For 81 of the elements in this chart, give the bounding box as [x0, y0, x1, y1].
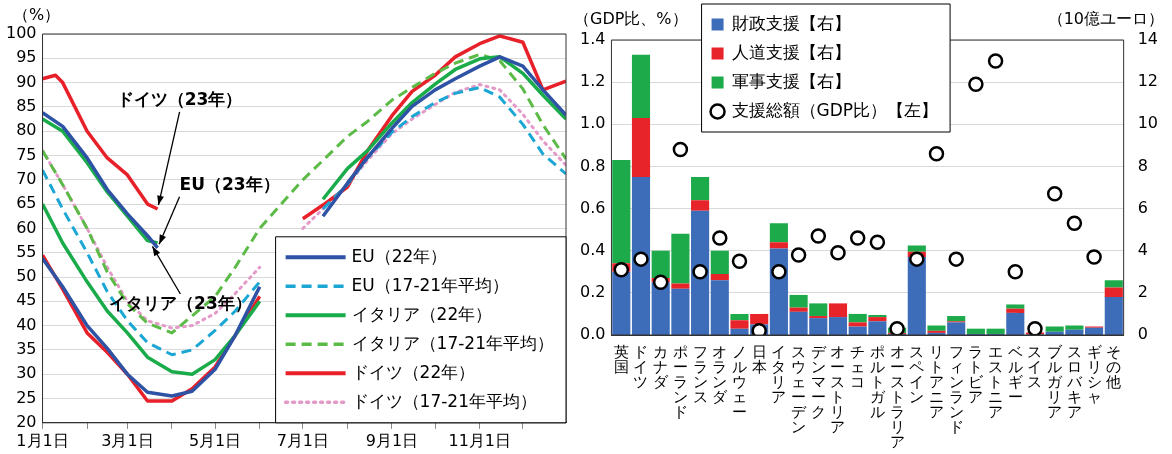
x-tick-label: ベルギー [1007, 343, 1023, 407]
y-tick-label: 55 [16, 241, 37, 261]
y-tick-label: 1.2 [579, 71, 606, 91]
x-tick-label: ポーランド [672, 343, 688, 422]
legend-label: 軍事支援【右】 [731, 70, 851, 91]
y-tick-label: 60 [16, 217, 37, 237]
x-tick-label: ポルトガル [869, 343, 886, 422]
x-tick-label: デンマーク [810, 343, 827, 422]
x-tick-label: カナダ [653, 343, 670, 392]
y-tick-label: 30 [16, 363, 37, 383]
x-tick-label: 日本 [751, 343, 767, 377]
legend-label: イタリア（22年） [351, 303, 493, 324]
y2-tick-label: 12 [1137, 71, 1158, 91]
y-tick-label: 0.8 [579, 155, 606, 175]
legend-label: 財政支援【右】 [731, 12, 851, 33]
legend-label: イタリア（17-21年平均） [351, 332, 555, 353]
y2-axis-title: （10億ユーロ） [1047, 9, 1164, 29]
y-tick-label: 65 [16, 193, 37, 213]
y-tick-label: 50 [16, 266, 37, 286]
x-tick-label: エストニア [988, 343, 1004, 422]
y-tick-label: 100 [5, 23, 37, 43]
x-tick-label: 3月1日 [101, 430, 154, 450]
x-tick-label: フランス [692, 343, 708, 407]
legend-label: ドイツ（17-21年平均） [351, 390, 538, 411]
x-tick-label: ブルガリア [1047, 343, 1064, 422]
y-tick-label: 0.2 [579, 282, 606, 302]
y-tick-label: 1.0 [579, 113, 606, 133]
x-tick-label: フィンランド [948, 343, 964, 437]
y-axis-title: （%） [12, 5, 61, 25]
x-tick-label: チェコ [850, 343, 866, 392]
y-tick-label: 0.6 [579, 197, 606, 217]
x-tick-label: リトアニア [928, 343, 944, 422]
annotation: EU（23年） [179, 174, 280, 195]
y-tick-label: 0.0 [579, 324, 606, 344]
y-tick-label: 75 [16, 144, 37, 164]
legend-label: ドイツ（22年） [351, 361, 476, 382]
y2-tick-label: 0 [1137, 324, 1148, 344]
y-tick-label: 1.4 [579, 29, 606, 49]
x-tick-label: 1月1日 [16, 430, 69, 450]
y-tick-label: 95 [16, 47, 37, 67]
x-tick-label: 英国 [613, 343, 629, 377]
y2-tick-label: 8 [1137, 155, 1148, 175]
x-tick-label: ドイツ [633, 343, 649, 392]
x-tick-label: スイス [1027, 343, 1043, 392]
x-tick-label: ノルウェー [731, 343, 747, 422]
x-tick-label: スペイン [909, 343, 925, 407]
annotation: ドイツ（23年） [116, 89, 243, 110]
legend-label: 支援総額（GDP比）【左】 [731, 99, 939, 120]
x-tick-label: 5月1日 [188, 430, 242, 450]
y-tick-label: 85 [16, 96, 37, 116]
y2-tick-label: 2 [1137, 282, 1148, 302]
y2-tick-label: 10 [1137, 113, 1158, 133]
legend-label: EU（17-21年平均） [351, 274, 510, 295]
y-tick-label: 35 [16, 339, 37, 359]
y-axis-title: （GDP比、%） [574, 9, 688, 29]
x-tick-label: ラトビア [968, 343, 985, 407]
y-tick-label: 40 [16, 314, 37, 334]
x-tick-label: 7月1日 [276, 430, 330, 450]
y-tick-label: 70 [16, 168, 37, 188]
y-tick-label: 80 [16, 120, 37, 140]
x-tick-label: 9月1日 [365, 430, 419, 450]
y2-tick-label: 6 [1137, 197, 1148, 217]
x-tick-label: スウェーデン [791, 343, 808, 437]
x-tick-label: オランダ [712, 343, 729, 407]
x-tick-label: ギリシャ [1086, 343, 1102, 407]
y-tick-label: 90 [16, 71, 37, 91]
x-tick-label: イタリア [771, 343, 787, 407]
y-tick-label: 25 [16, 387, 37, 407]
annotation: イタリア（23年） [109, 293, 252, 314]
x-tick-label: その他 [1106, 343, 1122, 392]
x-tick-label: スロバキア [1065, 343, 1083, 422]
x-tick-label: オーストラリア [889, 343, 905, 452]
legend-label: 人道支援【右】 [731, 41, 851, 62]
y2-tick-label: 4 [1137, 239, 1148, 259]
y-tick-label: 45 [16, 290, 37, 310]
x-tick-label: オーストリア [830, 343, 846, 437]
legend-label: EU（22年） [351, 245, 448, 266]
x-tick-label: 11月1日 [448, 430, 511, 450]
y2-tick-label: 14 [1137, 29, 1158, 49]
y-tick-label: 0.4 [579, 239, 606, 259]
y-tick-label: 20 [16, 411, 37, 431]
